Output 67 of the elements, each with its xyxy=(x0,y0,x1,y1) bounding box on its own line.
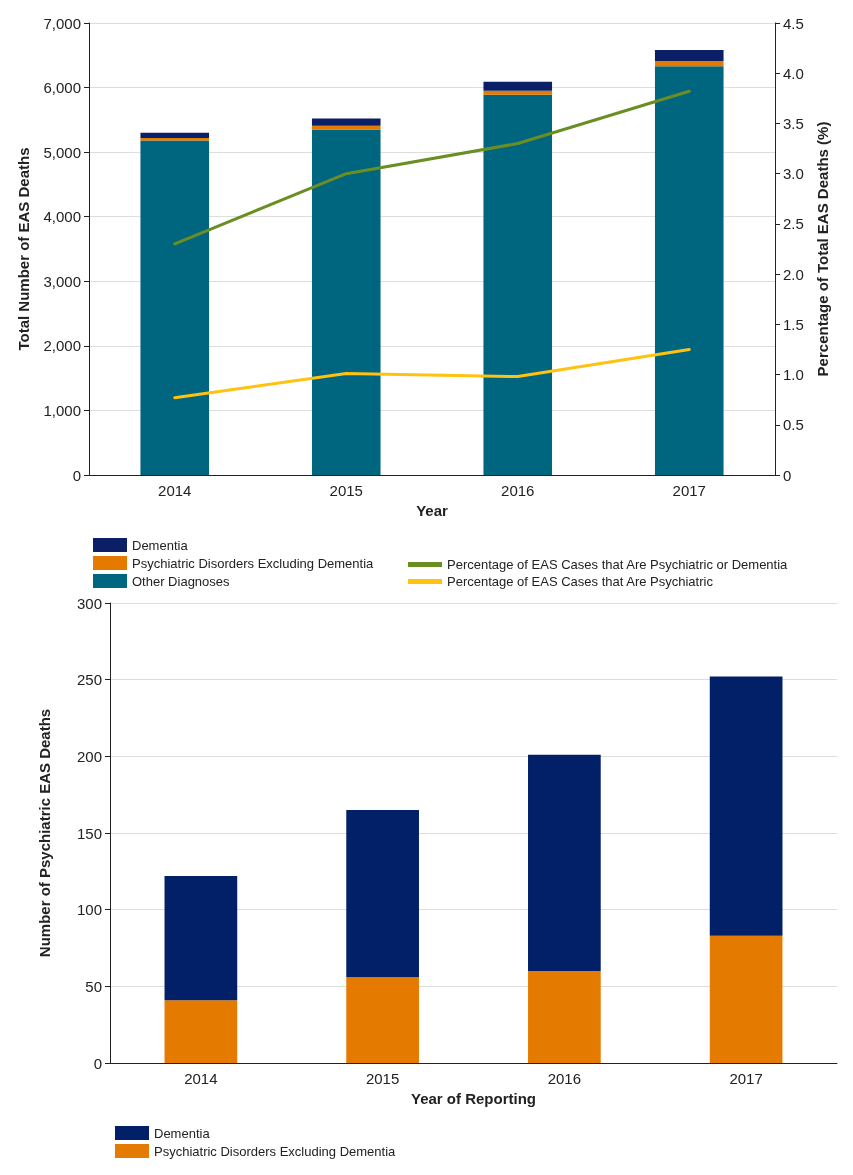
x-tick-label: 2017 xyxy=(729,1070,763,1087)
y2-tick-label: 1.5 xyxy=(783,315,804,333)
line-series xyxy=(173,89,691,246)
y-tick-label: 100 xyxy=(76,901,102,919)
legend-label: Dementia xyxy=(132,537,189,553)
legend-label: Other Diagnoses xyxy=(132,573,231,589)
y-tick-label: 300 xyxy=(76,594,102,612)
x-tick-label: 2014 xyxy=(158,482,192,499)
y2-tick-label: 4.0 xyxy=(783,64,804,82)
bar xyxy=(709,676,783,936)
y-tick-label: 3,000 xyxy=(43,272,81,290)
bar xyxy=(654,50,724,62)
y2-tick-label: 4.5 xyxy=(783,14,804,32)
y2-tick-label: 3.5 xyxy=(783,114,804,132)
bar xyxy=(140,137,210,141)
y-tick-label: 2,000 xyxy=(43,337,81,355)
y2-tick-label: 1.0 xyxy=(783,366,804,384)
legend-label: Percentage of EAS Cases that Are Psychiatric or Dementia xyxy=(447,557,789,572)
x-tick-label: 2016 xyxy=(547,1070,582,1087)
y2-tick-label: 3.0 xyxy=(783,165,804,183)
legend-label: Psychiatric Disorders Excluding Dementia xyxy=(132,555,375,571)
y2-tick-label: 0.5 xyxy=(783,416,804,434)
bar xyxy=(140,132,210,138)
x-tick-label: 2016 xyxy=(501,482,535,499)
bar xyxy=(346,977,419,1063)
x-tick-label: 2015 xyxy=(329,482,363,499)
bar xyxy=(164,875,238,1001)
bar xyxy=(311,125,381,130)
bar xyxy=(654,66,724,475)
bar xyxy=(483,94,553,475)
bar xyxy=(483,81,553,91)
y2-axis-title: Percentage of Total EAS Deaths (%) xyxy=(814,121,831,377)
y2-tick-label: 0 xyxy=(783,466,792,484)
bar xyxy=(654,61,724,67)
bar xyxy=(528,754,601,971)
y-tick-label: 200 xyxy=(76,747,102,765)
bar xyxy=(140,140,210,475)
y-axis-title: Total Number of EAS Deaths xyxy=(15,147,32,351)
x-tick-label: 2014 xyxy=(184,1070,218,1087)
x-axis-title: Year of Reporting xyxy=(410,1089,537,1107)
y-tick-label: 5,000 xyxy=(43,143,81,161)
y2-tick-label: 2.0 xyxy=(783,265,804,283)
bar xyxy=(311,129,381,475)
y-tick-label: 0 xyxy=(93,1054,102,1072)
y-tick-label: 0 xyxy=(72,466,81,484)
bar xyxy=(528,971,601,1063)
x-tick-label: 2015 xyxy=(365,1070,400,1087)
y-axis-title: Number of Psychiatric EAS Deaths xyxy=(36,708,53,958)
legend-label: Percentage of EAS Cases that Are Psychiatric xyxy=(447,574,714,589)
bar xyxy=(483,90,553,95)
y-tick-label: 250 xyxy=(76,671,102,689)
legend-label: Dementia xyxy=(154,1125,211,1141)
x-tick-label: 2017 xyxy=(672,482,706,499)
x-axis-title: Year xyxy=(416,501,449,519)
bar xyxy=(709,935,783,1063)
y-tick-label: 150 xyxy=(76,824,102,842)
legend-label: Psychiatric Disorders Excluding Dementia xyxy=(154,1143,397,1159)
y-tick-label: 4,000 xyxy=(43,208,81,226)
bar xyxy=(164,1000,238,1063)
y2-tick-label: 2.5 xyxy=(783,215,804,233)
y-tick-label: 7,000 xyxy=(43,14,81,32)
bar xyxy=(346,810,419,978)
y-tick-label: 50 xyxy=(85,977,102,995)
bar xyxy=(311,118,381,126)
y-tick-label: 1,000 xyxy=(43,401,81,419)
y-tick-label: 6,000 xyxy=(43,79,81,97)
line-series xyxy=(173,347,691,400)
